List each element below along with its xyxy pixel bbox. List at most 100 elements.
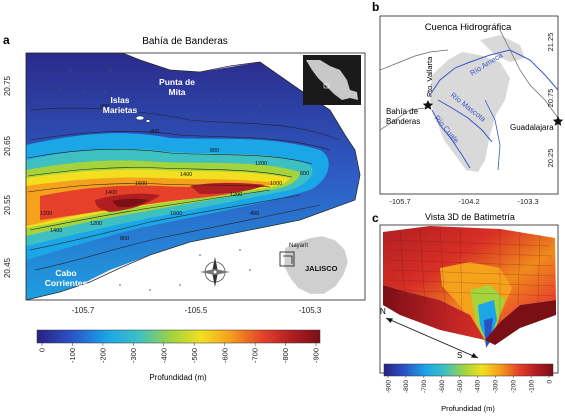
contour-label: 1000 bbox=[270, 181, 282, 187]
rio-mascota-river bbox=[437, 99, 493, 143]
colorbar-tick-label: -400 bbox=[159, 348, 168, 363]
panel-a-ytick: 20.65 bbox=[3, 135, 12, 156]
colorbar-tick-label: -900 bbox=[312, 348, 321, 363]
colorbar-tick-label: 0 bbox=[546, 380, 553, 384]
region-boundary bbox=[380, 49, 449, 71]
panel-a-title: Bahía de Banderas bbox=[142, 36, 228, 47]
jalisco-inset: Nayarit JALISCO bbox=[279, 235, 349, 295]
watershed-basin bbox=[430, 52, 510, 172]
colorbar-c: -900 -800 -700 -600 -500 -400 -300 -200 -100 0 Pr… bbox=[383, 363, 554, 413]
compass-rose-icon bbox=[200, 257, 230, 287]
contour-line bbox=[27, 183, 271, 193]
south-label: S bbox=[457, 351, 462, 360]
colorbar-tick-label: 0 bbox=[38, 348, 47, 352]
bahia-label: Banderas bbox=[386, 117, 420, 126]
bathymetry-3d-surface bbox=[383, 226, 556, 348]
puerto-vallarta-star-icon bbox=[422, 100, 434, 110]
contour-line bbox=[29, 189, 271, 231]
colorbar-c-gradient bbox=[383, 363, 554, 377]
vallarta-label: Pto. Vallarta bbox=[425, 56, 434, 97]
guadalajara-label: Guadalajara bbox=[510, 123, 554, 132]
contour-label: 1200 bbox=[90, 221, 102, 227]
colorbar-tick-label: -600 bbox=[220, 348, 229, 363]
colorbar-tick-label: -500 bbox=[190, 348, 199, 363]
rio-ameca-river bbox=[429, 49, 558, 96]
coastline bbox=[26, 53, 361, 300]
contour-line bbox=[29, 107, 341, 141]
cabo-corrientes-label: Corrientes bbox=[45, 278, 88, 288]
region-boundary bbox=[380, 107, 426, 131]
panel-b-xtick: -105.7 bbox=[389, 197, 410, 206]
river-tributary bbox=[484, 99, 501, 171]
contour-label: 800 bbox=[210, 148, 219, 154]
sample-points bbox=[49, 69, 321, 291]
punta-de-mita-label: Punta de bbox=[159, 77, 195, 87]
panel-b-ytick: 20.75 bbox=[546, 89, 555, 108]
guadalajara-star-icon bbox=[552, 116, 564, 126]
panel-a-xtick: -105.7 bbox=[72, 306, 95, 315]
colorbar-tick-label: -300 bbox=[493, 380, 500, 393]
jalisco-locator-box bbox=[279, 251, 295, 267]
panel-a-ytick: 20.55 bbox=[3, 194, 12, 215]
north-arrowhead-icon bbox=[386, 318, 393, 323]
punta-de-mita-label: Mita bbox=[169, 87, 186, 97]
contour-line bbox=[27, 149, 313, 165]
panel-a: a Bahía de Banderas bbox=[3, 33, 366, 382]
islas-marietas-island bbox=[135, 115, 145, 121]
jalisco-shape bbox=[283, 235, 349, 295]
islas-marietas-label: Islas bbox=[111, 95, 130, 105]
contour-label: 800 bbox=[120, 236, 129, 242]
colorbar-tick-label: -400 bbox=[475, 380, 482, 393]
contour-line bbox=[34, 204, 321, 271]
contour-label: 1200 bbox=[40, 211, 52, 217]
region-boundary bbox=[499, 29, 558, 119]
panel-c-letter: c bbox=[372, 211, 379, 225]
north-south-arrow bbox=[385, 317, 479, 359]
inset-locator-box bbox=[323, 83, 330, 89]
colorbar-tick-label: -200 bbox=[99, 348, 108, 363]
jalisco-label: JALISCO bbox=[305, 264, 338, 273]
colorbar-tick-label: -800 bbox=[403, 380, 410, 393]
colorbar-tick-label: -600 bbox=[439, 380, 446, 393]
contour-label: 1200 bbox=[230, 192, 242, 198]
panel-a-letter: a bbox=[3, 33, 10, 47]
panel-b-xtick: -103.3 bbox=[517, 197, 538, 206]
colorbar-a-label: Profundidad (m) bbox=[149, 373, 207, 382]
panel-c: c Vista 3D de Batimetría N S bbox=[372, 211, 559, 413]
surface-front-left bbox=[383, 285, 485, 340]
islas-marietas-island bbox=[145, 119, 151, 123]
panel-b-letter: b bbox=[372, 0, 379, 14]
surface-front-right bbox=[485, 300, 556, 345]
panel-b-ytick: 20.25 bbox=[546, 149, 555, 168]
contour-label: 1400 bbox=[180, 172, 192, 178]
map-frame bbox=[25, 52, 366, 301]
mexico-inset bbox=[303, 55, 361, 105]
islas-marietas-label: Marietas bbox=[103, 105, 138, 115]
colorbar-tick-label: -900 bbox=[385, 380, 392, 393]
north-label: N bbox=[380, 307, 386, 316]
panel-b-title: Cuenca Hidrográfica bbox=[425, 22, 512, 33]
panel-a-xtick: -105.5 bbox=[185, 306, 208, 315]
contour-line bbox=[29, 131, 331, 151]
panel-a-ytick: 20.75 bbox=[3, 75, 12, 96]
panel-b-xtick: -104.2 bbox=[458, 197, 479, 206]
contour-label: 200 bbox=[100, 104, 109, 110]
mexico-shape bbox=[306, 60, 358, 100]
bahia-label: Bahía de bbox=[386, 107, 419, 116]
colorbar-tick-label: -700 bbox=[251, 348, 260, 363]
colorbar-c-ticks: -900 -800 -700 -600 -500 -400 -300 -200 -100 0 bbox=[385, 376, 553, 393]
contour-label: 1400 bbox=[50, 228, 62, 234]
colorbar-tick-label: -100 bbox=[528, 380, 535, 393]
panel-c-title: Vista 3D de Batimetría bbox=[425, 212, 515, 222]
colorbar-a-gradient bbox=[36, 329, 321, 344]
contour-label: 400 bbox=[150, 129, 159, 135]
colorbar-tick-label: -300 bbox=[129, 348, 138, 363]
colorbar-tick-label: -500 bbox=[457, 380, 464, 393]
land-south bbox=[26, 198, 365, 300]
contour-line bbox=[29, 194, 301, 251]
contour-line bbox=[27, 167, 293, 178]
panel-a-ytick: 20.45 bbox=[3, 257, 12, 278]
colorbar-tick-label: -700 bbox=[421, 380, 428, 393]
contour-label: 1000 bbox=[170, 211, 182, 217]
